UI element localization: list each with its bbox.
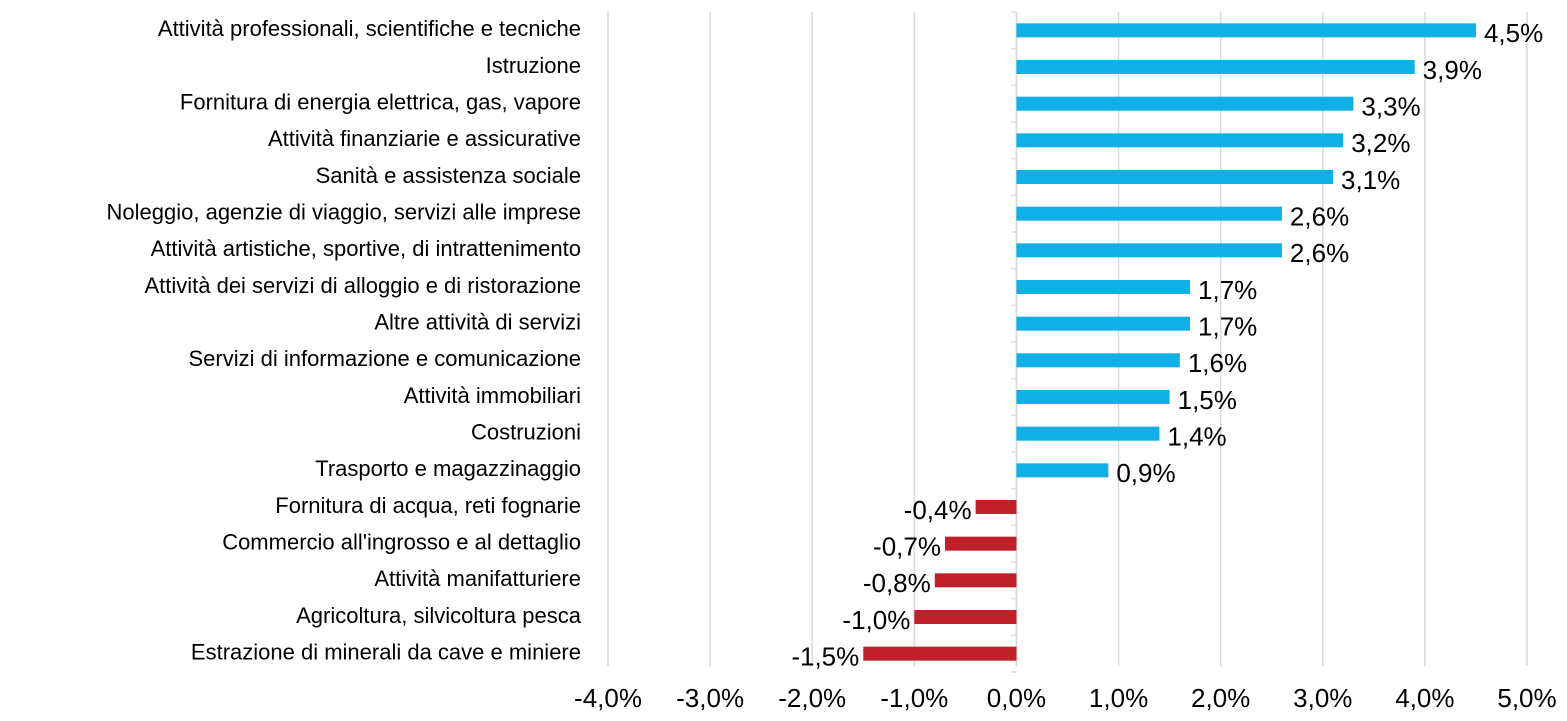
category-label: Attività artistiche, sportive, di intrat… bbox=[151, 236, 581, 261]
bar bbox=[1016, 133, 1344, 148]
value-label: 1,6% bbox=[1188, 348, 1247, 378]
value-label: -0,7% bbox=[873, 532, 941, 562]
value-label: -1,5% bbox=[791, 642, 859, 672]
category-label: Estrazione di minerali da cave e miniere bbox=[191, 639, 581, 664]
x-tick-label: -2,0% bbox=[778, 683, 846, 713]
value-label: 1,5% bbox=[1178, 385, 1237, 415]
bar bbox=[863, 646, 1017, 661]
category-label: Attività immobiliari bbox=[404, 383, 581, 408]
category-label: Agricoltura, silvicoltura pesca bbox=[296, 603, 582, 628]
value-label: 2,6% bbox=[1290, 238, 1349, 268]
x-tick-label: 0,0% bbox=[987, 683, 1046, 713]
category-label: Attività professionali, scientifiche e t… bbox=[158, 16, 581, 41]
category-label: Altre attività di servizi bbox=[374, 309, 581, 334]
category-label: Trasporto e magazzinaggio bbox=[315, 456, 581, 481]
x-tick-label: -1,0% bbox=[880, 683, 948, 713]
bar bbox=[1016, 23, 1476, 38]
value-label: 1,7% bbox=[1198, 275, 1257, 305]
bar bbox=[1016, 426, 1160, 441]
bar bbox=[975, 500, 1017, 514]
category-label: Attività dei servizi di alloggio e di ri… bbox=[144, 273, 581, 298]
bar bbox=[934, 573, 1017, 588]
x-tick-label: 4,0% bbox=[1395, 683, 1454, 713]
category-label: Sanità e assistenza sociale bbox=[316, 163, 581, 188]
bar bbox=[944, 536, 1017, 551]
value-label: 3,9% bbox=[1423, 55, 1482, 85]
category-label: Attività manifatturiere bbox=[374, 566, 581, 591]
value-label: 0,9% bbox=[1116, 458, 1175, 488]
category-label: Commercio all'ingrosso e al dettaglio bbox=[222, 529, 581, 554]
bar bbox=[1016, 390, 1170, 404]
bar bbox=[1016, 316, 1191, 331]
bar bbox=[1016, 60, 1415, 74]
category-label: Attività finanziarie e assicurative bbox=[268, 126, 581, 151]
bar bbox=[1016, 463, 1109, 478]
value-label: -1,0% bbox=[842, 605, 910, 635]
category-label: Fornitura di energia elettrica, gas, vap… bbox=[180, 89, 581, 114]
bar bbox=[1016, 243, 1282, 258]
value-label: -0,8% bbox=[863, 568, 931, 598]
value-label: 3,3% bbox=[1361, 92, 1420, 122]
value-label: 1,7% bbox=[1198, 312, 1257, 342]
category-label: Noleggio, agenzie di viaggio, servizi al… bbox=[107, 199, 581, 224]
x-tick-label: 5,0% bbox=[1497, 683, 1556, 713]
bar bbox=[1016, 206, 1282, 221]
x-tick-label: 1,0% bbox=[1089, 683, 1148, 713]
bar bbox=[1016, 96, 1354, 111]
value-label: 4,5% bbox=[1484, 18, 1543, 48]
value-label: 3,2% bbox=[1351, 128, 1410, 158]
category-label: Fornitura di acqua, reti fognarie bbox=[275, 493, 581, 518]
value-label: 1,4% bbox=[1167, 422, 1226, 452]
x-tick-label: -3,0% bbox=[676, 683, 744, 713]
bar bbox=[1016, 353, 1180, 368]
x-tick-label: 2,0% bbox=[1191, 683, 1250, 713]
x-tick-label: -4,0% bbox=[574, 683, 642, 713]
x-tick-label: 3,0% bbox=[1293, 683, 1352, 713]
value-label: 2,6% bbox=[1290, 202, 1349, 232]
bar bbox=[1016, 280, 1191, 294]
value-label: 3,1% bbox=[1341, 165, 1400, 195]
bar bbox=[914, 610, 1017, 624]
category-label: Istruzione bbox=[486, 53, 581, 78]
bar bbox=[1016, 170, 1333, 184]
category-label: Servizi di informazione e comunicazione bbox=[188, 346, 581, 371]
category-label: Costruzioni bbox=[471, 419, 581, 444]
value-label: -0,4% bbox=[904, 495, 972, 525]
